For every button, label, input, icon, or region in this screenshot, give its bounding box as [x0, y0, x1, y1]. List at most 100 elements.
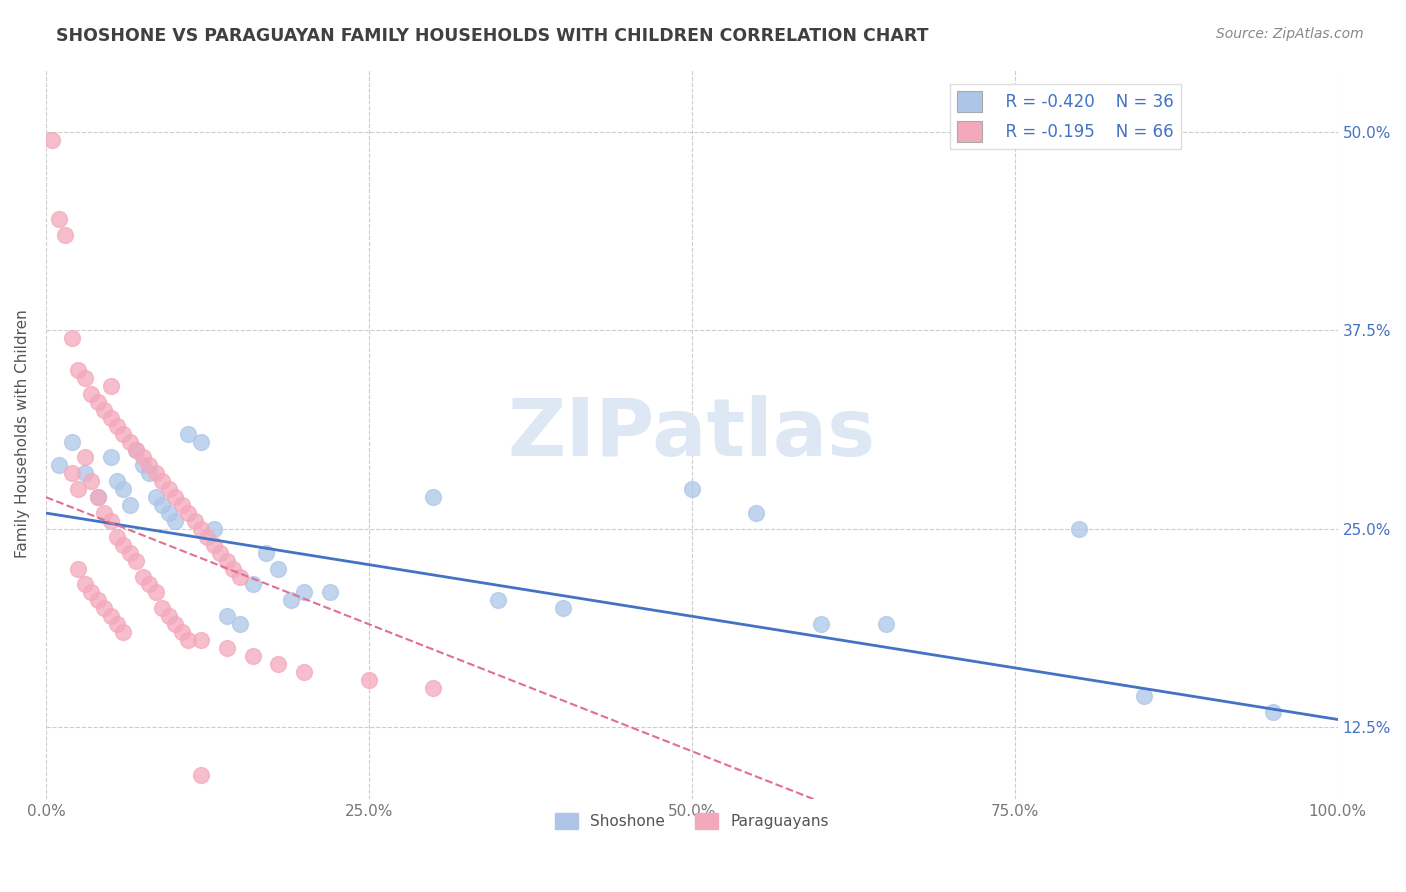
Point [93, 402, 115, 417]
Point [202, 538, 225, 552]
Point [357, 673, 380, 687]
Point [215, 640, 238, 655]
Point [48, 212, 70, 227]
Point [745, 506, 768, 520]
Point [105, 418, 128, 433]
Point [138, 577, 160, 591]
Point [165, 617, 187, 632]
Point [100, 410, 122, 425]
Point [80, 585, 103, 599]
Point [93, 601, 115, 615]
Point [138, 467, 160, 481]
Point [150, 475, 173, 489]
Point [60, 467, 83, 481]
Point [132, 569, 155, 583]
Point [202, 522, 225, 536]
Point [112, 426, 135, 441]
Point [222, 561, 245, 575]
Point [190, 768, 212, 782]
Point [86, 593, 108, 607]
Point [145, 490, 167, 504]
Point [93, 506, 115, 520]
Point [60, 331, 83, 345]
Point [112, 538, 135, 552]
Point [80, 475, 103, 489]
Point [73, 467, 96, 481]
Point [1261, 705, 1284, 719]
Y-axis label: Family Households with Children: Family Households with Children [15, 310, 30, 558]
Point [150, 601, 173, 615]
Point [86, 490, 108, 504]
Point [138, 458, 160, 473]
Point [157, 609, 180, 624]
Point [183, 514, 205, 528]
Point [177, 633, 200, 648]
Text: SHOSHONE VS PARAGUAYAN FAMILY HOUSEHOLDS WITH CHILDREN CORRELATION CHART: SHOSHONE VS PARAGUAYAN FAMILY HOUSEHOLDS… [56, 27, 929, 45]
Point [145, 467, 167, 481]
Point [242, 577, 264, 591]
Point [422, 490, 444, 504]
Text: Source: ZipAtlas.com: Source: ZipAtlas.com [1216, 27, 1364, 41]
Point [875, 617, 897, 632]
Point [157, 506, 180, 520]
Legend: Shoshone, Paraguayans: Shoshone, Paraguayans [548, 806, 835, 835]
Point [1069, 522, 1091, 536]
Point [190, 633, 212, 648]
Point [197, 530, 219, 544]
Point [125, 554, 148, 568]
Point [86, 395, 108, 409]
Point [319, 585, 342, 599]
Point [112, 625, 135, 640]
Point [105, 530, 128, 544]
Point [551, 601, 574, 615]
Point [228, 569, 250, 583]
Point [73, 577, 96, 591]
Point [486, 593, 509, 607]
Point [145, 585, 167, 599]
Text: ZIPatlas: ZIPatlas [508, 394, 876, 473]
Point [67, 482, 90, 496]
Point [73, 371, 96, 385]
Point [170, 625, 193, 640]
Point [118, 546, 141, 560]
Point [242, 648, 264, 663]
Point [177, 506, 200, 520]
Point [73, 450, 96, 465]
Point [100, 379, 122, 393]
Point [125, 442, 148, 457]
Point [422, 681, 444, 695]
Point [67, 363, 90, 377]
Point [681, 482, 703, 496]
Point [280, 593, 302, 607]
Point [228, 617, 250, 632]
Point [1133, 689, 1156, 703]
Point [132, 458, 155, 473]
Point [254, 546, 277, 560]
Point [132, 450, 155, 465]
Point [292, 665, 315, 679]
Point [165, 514, 187, 528]
Point [292, 585, 315, 599]
Point [190, 434, 212, 449]
Point [86, 490, 108, 504]
Point [118, 434, 141, 449]
Point [100, 609, 122, 624]
Point [215, 609, 238, 624]
Point [53, 228, 76, 243]
Point [150, 498, 173, 512]
Point [170, 498, 193, 512]
Point [60, 434, 83, 449]
Point [125, 442, 148, 457]
Point [165, 490, 187, 504]
Point [105, 475, 128, 489]
Point [190, 522, 212, 536]
Point [105, 617, 128, 632]
Point [41, 133, 63, 147]
Point [112, 482, 135, 496]
Point [80, 387, 103, 401]
Point [100, 450, 122, 465]
Point [48, 458, 70, 473]
Point [157, 482, 180, 496]
Point [267, 657, 290, 671]
Point [177, 426, 200, 441]
